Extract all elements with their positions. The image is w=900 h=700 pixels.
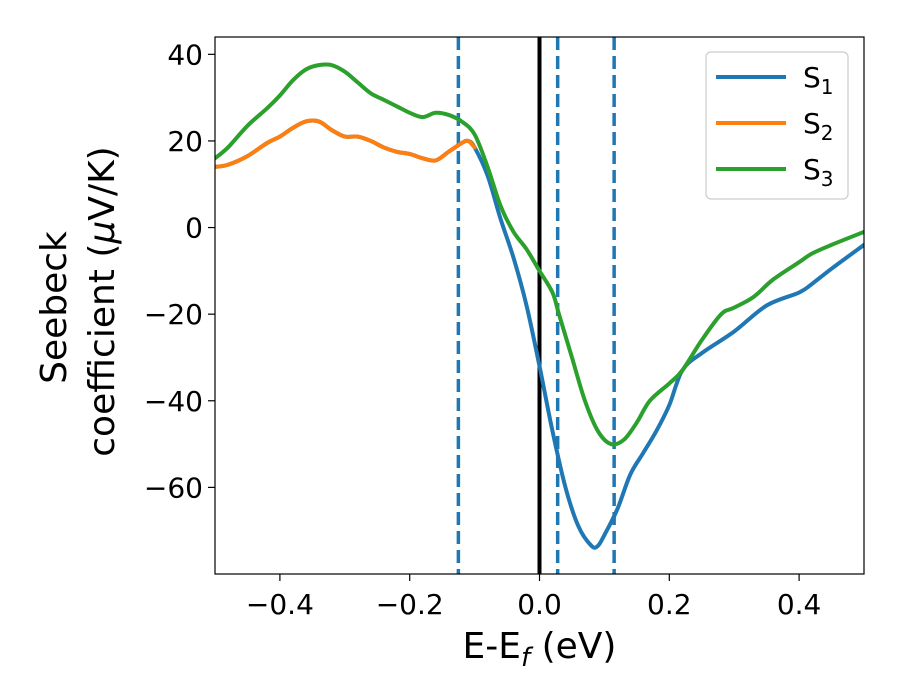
x-tick-label: 0.4 [777, 588, 822, 621]
x-tick-label: −0.2 [376, 588, 444, 621]
x-tick-label: −0.4 [246, 588, 314, 621]
y-tick-label: −20 [144, 298, 203, 331]
y-tick-label: −60 [144, 471, 203, 504]
x-axis-label: E-Ef (eV) [463, 626, 617, 673]
y-axis-label-prefix: coefficient ( [82, 244, 123, 457]
x-axis-label-tail: (eV) [530, 626, 616, 667]
y-axis-label-line2: coefficient (μV/K) [82, 146, 123, 456]
y-tick-label: 0 [185, 212, 203, 245]
y-axis-label-line1: Seebeck [34, 231, 75, 384]
y-axis-label-seebeck: Seebeck [34, 231, 75, 384]
x-axis-ticks: −0.4 −0.2 0.0 0.2 0.4 [246, 574, 821, 621]
y-tick-label: −40 [144, 385, 203, 418]
x-axis-label-main: E-E [463, 626, 521, 667]
y-tick-label: 40 [167, 38, 203, 71]
legend-label-s3: S3 [803, 153, 834, 191]
y-axis-ticks: 40 20 0 −20 −40 −60 [144, 38, 215, 504]
x-tick-label: 0.2 [647, 588, 692, 621]
series-lines [215, 62, 864, 550]
legend: S1 S2 S3 [705, 51, 849, 200]
y-axis-label: Seebeck coefficient (μV/K) [34, 146, 123, 456]
series-line-s2 [215, 118, 477, 169]
series-line-s3 [215, 62, 864, 447]
legend-label-s2: S2 [803, 107, 834, 145]
x-tick-label: 0.0 [517, 588, 562, 621]
legend-label-s1: S1 [803, 61, 834, 99]
vertical-marker-lines [456, 37, 616, 574]
y-axis-label-mu: μ [82, 221, 123, 245]
legend-box [705, 51, 849, 200]
y-tick-label: 20 [167, 125, 203, 158]
y-axis-label-suffix: V/K) [82, 146, 123, 220]
